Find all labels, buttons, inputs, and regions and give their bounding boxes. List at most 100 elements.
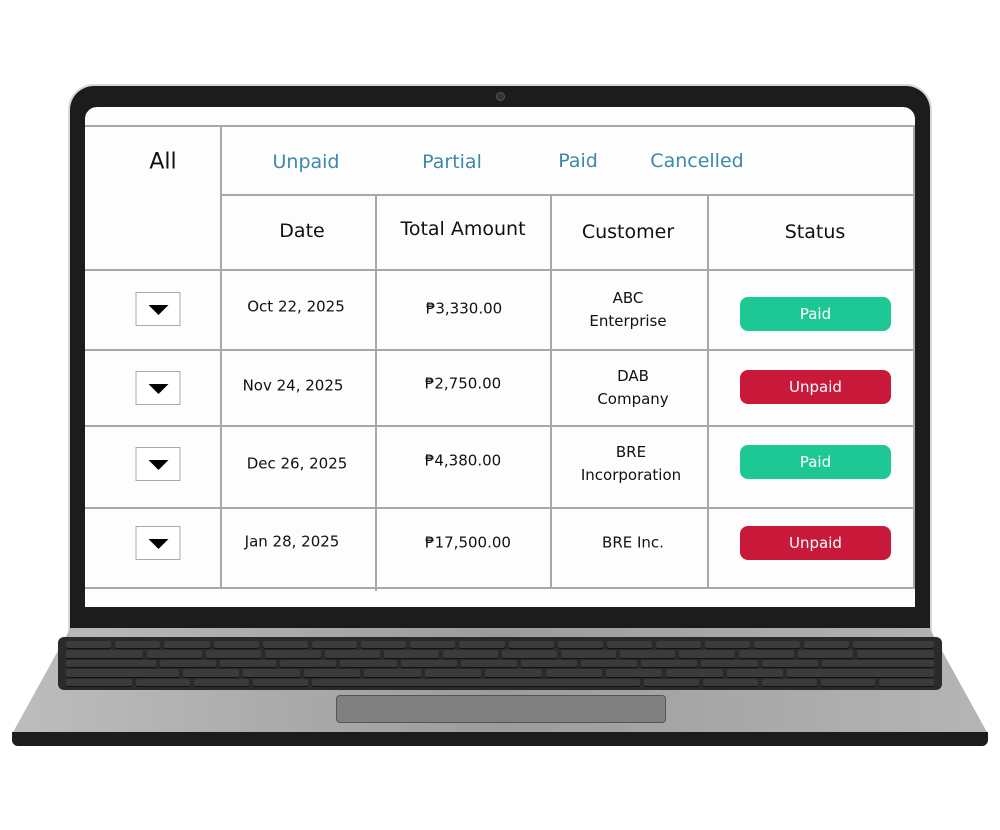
- key: [182, 669, 240, 677]
- row-amount: ₱17,500.00: [425, 533, 511, 552]
- row-amount: ₱4,380.00: [424, 451, 502, 470]
- key: [194, 678, 250, 687]
- key: [803, 641, 849, 649]
- key: [159, 659, 217, 668]
- key: [383, 650, 439, 658]
- invoice-table: All Unpaid Partial Paid Cancelled Date T…: [85, 107, 915, 607]
- key: [262, 641, 308, 649]
- key: [311, 641, 358, 649]
- key: [66, 669, 179, 677]
- row-amount: ₱3,330.00: [425, 299, 503, 318]
- row-amount: ₱2,750.00: [424, 374, 502, 393]
- key: [879, 678, 934, 687]
- key: [311, 678, 641, 687]
- key: [361, 641, 407, 649]
- tab-paid[interactable]: Paid: [558, 150, 598, 172]
- key: [135, 678, 191, 687]
- col-total-amount: Total Amount: [400, 218, 526, 240]
- key: [280, 659, 337, 668]
- key: [502, 650, 558, 658]
- expand-row-button[interactable]: [135, 447, 181, 481]
- row-customer: BRE Incorporation: [580, 443, 682, 484]
- key: [561, 650, 617, 658]
- key: [644, 678, 700, 687]
- key: [520, 659, 578, 668]
- filter-all[interactable]: All: [149, 149, 177, 175]
- key: [364, 669, 421, 677]
- laptop-bottom-edge: [12, 732, 988, 746]
- key: [424, 669, 482, 677]
- row-customer: DAB Company: [597, 367, 669, 408]
- key: [66, 641, 112, 649]
- key: [701, 659, 758, 668]
- key: [508, 641, 554, 649]
- key: [115, 641, 161, 649]
- row-date: Jan 28, 2025: [244, 532, 340, 551]
- key: [705, 641, 751, 649]
- key: [581, 659, 638, 668]
- key: [303, 669, 361, 677]
- key: [485, 669, 542, 677]
- key: [641, 659, 698, 668]
- key: [147, 650, 203, 658]
- key: [620, 650, 676, 658]
- tab-cancelled[interactable]: Cancelled: [650, 150, 744, 172]
- key: [206, 650, 262, 658]
- key: [220, 659, 277, 668]
- key: [459, 641, 505, 649]
- key: [253, 678, 308, 687]
- key: [557, 641, 603, 649]
- key: [460, 659, 517, 668]
- col-date: Date: [279, 220, 325, 242]
- row-date: Oct 22, 2025: [247, 297, 345, 316]
- key: [787, 669, 934, 677]
- row-customer: BRE Inc.: [602, 533, 664, 552]
- key: [545, 669, 602, 677]
- key: [761, 659, 818, 668]
- key: [666, 669, 723, 677]
- key: [761, 678, 817, 687]
- status-badge: Paid: [740, 445, 891, 479]
- key: [856, 650, 935, 658]
- tab-partial[interactable]: Partial: [422, 151, 482, 173]
- touchpad: [336, 695, 666, 723]
- key: [605, 669, 663, 677]
- key: [726, 669, 784, 677]
- key: [656, 641, 702, 649]
- key: [66, 678, 132, 687]
- key: [679, 650, 735, 658]
- row-date: Nov 24, 2025: [242, 376, 344, 395]
- key: [852, 641, 935, 649]
- webcam: [496, 92, 505, 101]
- tab-unpaid[interactable]: Unpaid: [272, 151, 340, 173]
- key: [66, 650, 144, 658]
- key: [821, 659, 935, 668]
- key: [738, 650, 794, 658]
- key: [213, 641, 259, 649]
- expand-row-button[interactable]: [135, 292, 181, 326]
- key: [703, 678, 758, 687]
- key: [243, 669, 300, 677]
- key: [66, 659, 156, 668]
- col-customer: Customer: [581, 221, 675, 243]
- key: [442, 650, 499, 658]
- key: [410, 641, 456, 649]
- key: [606, 641, 653, 649]
- key: [324, 650, 380, 658]
- expand-row-button[interactable]: [135, 526, 181, 560]
- status-badge: Paid: [740, 297, 891, 331]
- col-status: Status: [784, 221, 846, 243]
- status-badge: Unpaid: [740, 370, 891, 404]
- key: [340, 659, 397, 668]
- key: [265, 650, 321, 658]
- key: [754, 641, 800, 649]
- key: [164, 641, 210, 649]
- keyboard: [58, 637, 942, 690]
- status-badge: Unpaid: [740, 526, 891, 560]
- row-customer: ABC Enterprise: [589, 289, 667, 330]
- row-date: Dec 26, 2025: [246, 454, 348, 473]
- key: [797, 650, 853, 658]
- key: [820, 678, 876, 687]
- expand-row-button[interactable]: [135, 371, 181, 405]
- key: [400, 659, 457, 668]
